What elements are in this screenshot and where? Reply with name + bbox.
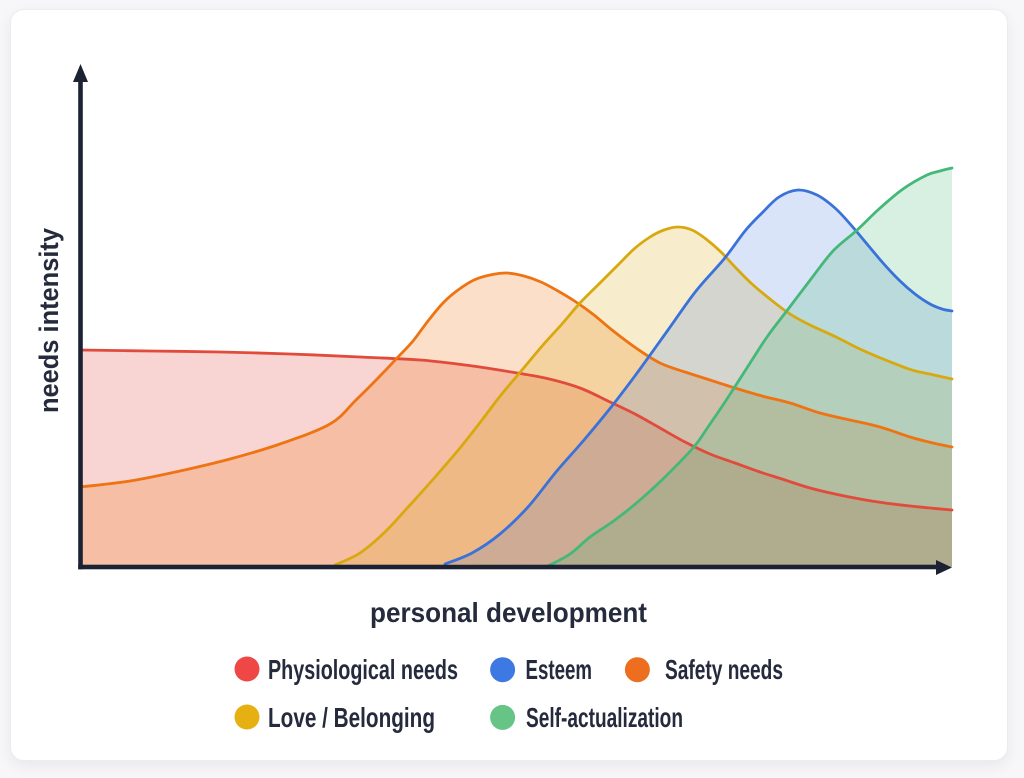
svg-text:Esteem: Esteem bbox=[526, 654, 593, 685]
svg-text:Safety needs: Safety needs bbox=[665, 654, 783, 685]
svg-text:Physiological needs: Physiological needs bbox=[268, 654, 458, 685]
svg-text:Love / Belonging: Love / Belonging bbox=[268, 702, 435, 733]
svg-text:personal development: personal development bbox=[370, 597, 647, 628]
svg-text:Self-actualization: Self-actualization bbox=[526, 702, 683, 733]
svg-text:needs intensity: needs intensity bbox=[34, 228, 64, 413]
